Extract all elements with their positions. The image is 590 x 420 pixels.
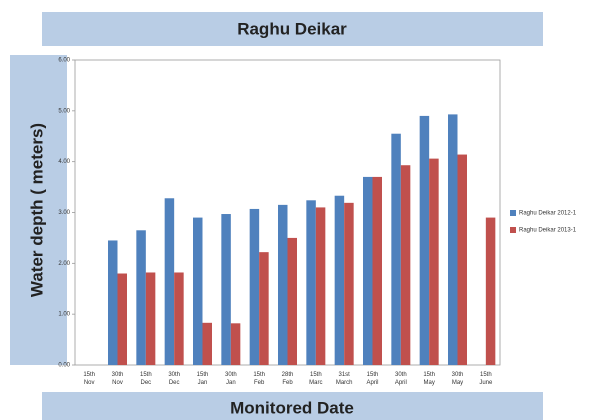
bar [174,272,184,365]
ylabel-box [10,55,67,365]
x-tick-label: 15th May [423,372,435,386]
bar [315,207,326,365]
x-tick-label: 15th Nov [83,372,95,386]
bar [344,202,354,365]
title-box [42,12,543,46]
y-tick-label: 2.00 [58,261,70,267]
bar [278,204,288,365]
y-tick-label: 4.00 [58,159,70,165]
x-tick-label: 15th June [479,372,493,386]
legend-label: Raghu Deikar 2013-1 [519,228,577,234]
legend-swatch [510,210,516,216]
x-tick-label: 15th Marc [309,372,322,386]
x-tick-label: 30th April [395,372,407,386]
x-axis-label: Monitored Date [230,398,354,417]
x-tick-label: 28th Feb [282,372,294,386]
x-tick-label: 15th Feb [253,372,265,386]
bar [363,176,373,365]
legend-swatch [510,227,516,233]
y-axis-label: Water depth ( meters) [27,123,46,297]
xlabel-box [42,392,543,420]
y-tick-label: 0.00 [58,363,70,369]
bar [117,273,127,365]
bar [429,158,439,365]
bar [391,133,401,365]
bar [108,240,118,365]
bar [259,252,269,365]
y-tick-label: 1.00 [58,312,70,318]
bar [448,114,458,366]
bar [485,217,496,365]
x-tick-label: 30th Nov [112,372,124,386]
bar [136,230,146,365]
bar [419,115,430,366]
legend-label: Raghu Deikar 2012-1 [519,211,577,217]
bar [202,322,212,365]
bar [145,272,156,365]
y-tick-label: 6.00 [58,58,70,64]
y-tick-label: 5.00 [58,108,70,114]
bar [193,217,203,365]
x-tick-label: 15th Dec [140,372,152,386]
bar [249,208,260,365]
bar [457,154,467,365]
y-tick-label: 3.00 [58,210,70,216]
x-tick-label: 30th Jan [225,372,237,386]
x-tick-label: 30th Dec [168,372,180,386]
bar [334,195,345,365]
x-tick-label: 15th Jan [197,372,209,386]
bar [221,214,231,365]
bar [230,323,241,365]
bar [372,176,382,365]
x-tick-label: 31st March [336,372,353,386]
bar [287,237,297,365]
x-tick-label: 15th April [366,372,378,386]
bar [164,198,175,365]
x-tick-label: 30th May [452,372,464,386]
bar [306,200,316,365]
bar [400,165,411,365]
chart-title: Raghu Deikar [237,19,347,38]
